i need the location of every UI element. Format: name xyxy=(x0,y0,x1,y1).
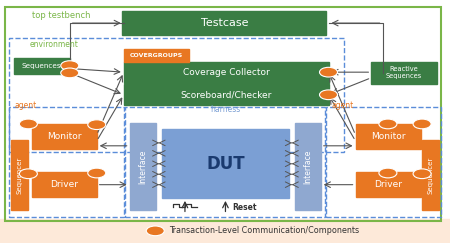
Bar xyxy=(130,123,156,210)
Circle shape xyxy=(88,168,106,178)
Bar xyxy=(124,49,189,62)
Bar xyxy=(162,129,289,198)
Bar xyxy=(356,172,421,197)
Circle shape xyxy=(19,169,37,179)
Text: COVERGROUPS: COVERGROUPS xyxy=(130,53,183,58)
Bar xyxy=(356,124,421,149)
Text: top testbench: top testbench xyxy=(32,11,90,20)
Text: Reset: Reset xyxy=(233,202,257,212)
Text: Monitor: Monitor xyxy=(371,132,405,141)
Text: Scoreboard/Checker: Scoreboard/Checker xyxy=(180,90,272,99)
Text: Driver: Driver xyxy=(50,180,78,189)
Bar xyxy=(4,7,441,221)
Text: DUT: DUT xyxy=(206,155,245,173)
Bar xyxy=(124,84,328,105)
Bar xyxy=(122,11,326,35)
Bar xyxy=(125,107,325,217)
Text: agent: agent xyxy=(332,101,354,110)
Bar xyxy=(9,107,124,217)
Bar xyxy=(124,62,328,83)
Bar xyxy=(422,140,439,210)
Bar xyxy=(9,38,344,152)
Circle shape xyxy=(146,226,164,236)
Bar xyxy=(14,58,70,74)
Text: Sequences: Sequences xyxy=(22,63,61,69)
Bar xyxy=(11,140,28,210)
Circle shape xyxy=(379,168,397,178)
Text: Driver: Driver xyxy=(374,180,402,189)
Text: Sequencer: Sequencer xyxy=(428,156,434,194)
Circle shape xyxy=(19,119,37,129)
Text: Monitor: Monitor xyxy=(47,132,81,141)
Bar xyxy=(371,62,436,84)
Circle shape xyxy=(88,120,106,130)
Text: Testcase: Testcase xyxy=(201,18,249,28)
Bar xyxy=(0,219,450,243)
Text: Interface: Interface xyxy=(138,149,147,184)
Text: environment: environment xyxy=(29,40,78,49)
Bar xyxy=(295,123,321,210)
Circle shape xyxy=(320,67,338,77)
Text: Interface: Interface xyxy=(303,149,312,184)
Circle shape xyxy=(320,90,338,100)
Text: Sequencer: Sequencer xyxy=(17,156,23,194)
Circle shape xyxy=(413,119,431,129)
Text: Coverage Collector: Coverage Collector xyxy=(183,68,269,77)
Bar xyxy=(326,107,441,217)
Circle shape xyxy=(61,68,79,78)
Text: harness: harness xyxy=(210,105,240,114)
Bar xyxy=(32,172,97,197)
Circle shape xyxy=(379,119,397,129)
Text: Transaction-Level Communication/Components: Transaction-Level Communication/Componen… xyxy=(169,226,359,235)
Text: agent: agent xyxy=(15,101,37,110)
Bar xyxy=(32,124,97,149)
Circle shape xyxy=(61,61,79,70)
Circle shape xyxy=(413,169,431,179)
Text: Reactive
Sequences: Reactive Sequences xyxy=(386,66,422,79)
